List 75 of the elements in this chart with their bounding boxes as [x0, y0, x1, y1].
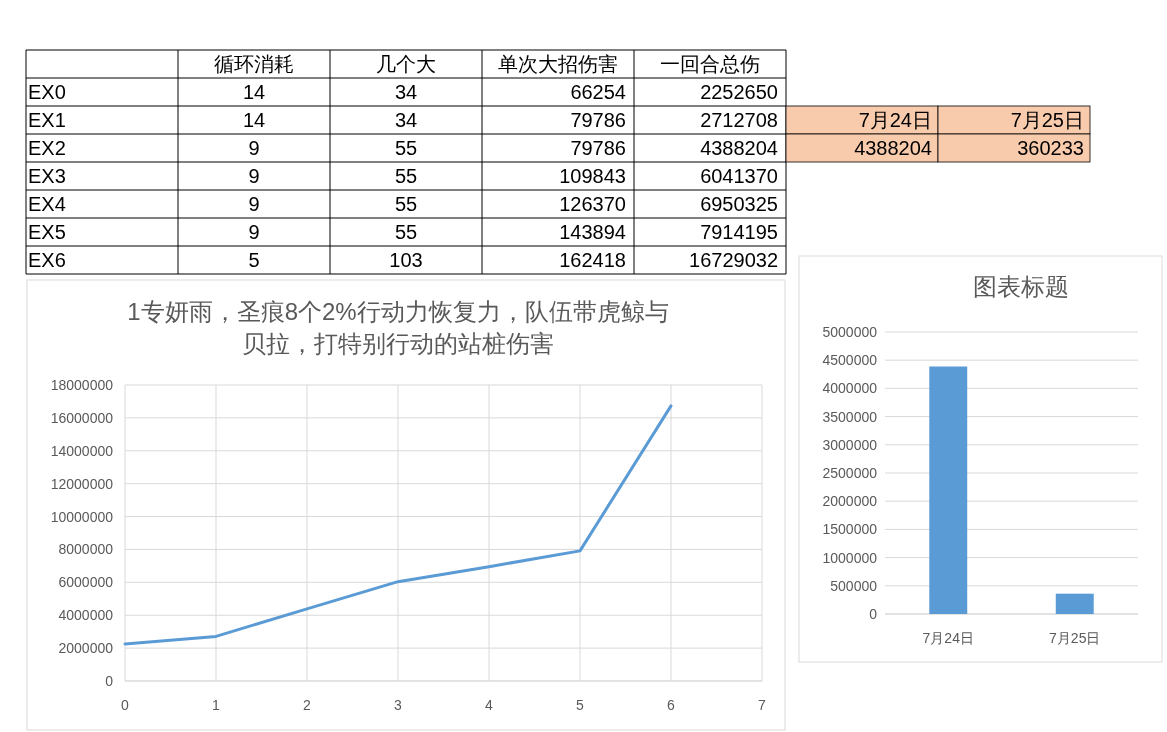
x-tick-label: 5 — [576, 697, 585, 713]
data-label: 109843 — [559, 165, 626, 187]
data-label: 14 — [242, 109, 266, 131]
y-tick-label: 18000000 — [50, 377, 114, 393]
y-tick-label: 6000000 — [58, 574, 114, 591]
y-tick-label: 10000000 — [50, 508, 114, 525]
y-tick-label: 2000000 — [822, 493, 878, 510]
data-label: 9 — [248, 165, 260, 187]
data-label: 55 — [394, 193, 418, 215]
data-label: 143894 — [559, 221, 626, 243]
y-tick-label: 2500000 — [822, 465, 878, 481]
chart-title: 图表标题 — [973, 273, 1069, 300]
data-label: 6950325 — [700, 193, 778, 215]
x-tick-label: 7 — [758, 697, 767, 713]
x-tick-label: 循环消耗 — [214, 53, 294, 75]
data-label: 103 — [389, 249, 423, 271]
text: 4388204 — [854, 137, 932, 159]
y-tick-label: EX2 — [28, 137, 66, 159]
y-tick-label: 14000000 — [50, 442, 114, 459]
y-tick-label: 12000000 — [50, 475, 114, 492]
data-label: 9 — [248, 137, 260, 159]
y-tick-label: EX4 — [28, 193, 66, 215]
data-label: 34 — [394, 109, 418, 131]
data-label: 9 — [248, 193, 260, 215]
data-label: 2712708 — [700, 109, 778, 131]
data-label: 16729032 — [689, 249, 778, 271]
y-tick-label: 4000000 — [822, 380, 878, 397]
x-tick-label: 一回合总伤 — [660, 53, 760, 75]
data-label: 55 — [394, 165, 418, 187]
x-tick-label: 3 — [394, 697, 403, 713]
data-label: 55 — [394, 221, 418, 243]
data-label: 79786 — [570, 137, 626, 159]
y-tick-label: EX6 — [28, 249, 66, 271]
data-label: 66254 — [570, 81, 626, 103]
y-tick-label: EX5 — [28, 221, 66, 243]
x-tick-label: 6 — [667, 697, 676, 713]
y-tick-label: 3500000 — [822, 408, 878, 425]
y-tick-label: 500000 — [830, 577, 878, 594]
text: 360233 — [1017, 137, 1084, 159]
y-tick-label: 1000000 — [822, 549, 878, 566]
line-series — [123, 404, 673, 646]
chart-title: 1专妍雨，圣痕8个2%行动力恢复力，队伍带虎鲸与贝拉，打特别行动的站桩伤害 — [127, 298, 669, 357]
text: 7月24日 — [858, 109, 932, 131]
data-label: 5 — [248, 249, 260, 271]
y-tick-label: 5000000 — [822, 324, 878, 340]
data-label: 34 — [394, 81, 418, 103]
y-tick-label: 16000000 — [50, 409, 114, 426]
y-tick-label: 8000000 — [58, 541, 114, 558]
y-tick-label: EX1 — [28, 109, 66, 131]
data-label: 6041370 — [700, 165, 778, 187]
y-tick-label: 0 — [105, 673, 114, 689]
data-label: 126370 — [559, 193, 626, 215]
y-tick-label: EX0 — [28, 81, 66, 103]
y-tick-label: 4000000 — [58, 607, 114, 624]
x-tick-label: 单次大招伤害 — [498, 53, 618, 75]
data-label: 2252650 — [700, 81, 778, 103]
data-label: 55 — [394, 137, 418, 159]
data-label: 79786 — [570, 109, 626, 131]
y-tick-label: 1500000 — [822, 521, 878, 538]
x-tick-label: 几个大 — [376, 53, 436, 75]
data-label: 9 — [248, 221, 260, 243]
x-tick-label: 2 — [303, 697, 312, 713]
data-label: 4388204 — [700, 137, 778, 159]
data-label: 7914195 — [700, 221, 778, 243]
y-tick-label: 4500000 — [822, 352, 878, 369]
y-tick-label: 0 — [869, 606, 878, 622]
y-tick-label: EX3 — [28, 165, 66, 187]
data-label: 14 — [242, 81, 266, 103]
text: 7月25日 — [1010, 109, 1084, 131]
x-tick-label: 4 — [485, 697, 494, 713]
x-tick-label: 1 — [212, 697, 221, 713]
data-label: 162418 — [559, 249, 626, 271]
x-tick-label: 0 — [121, 697, 130, 713]
y-tick-label: 2000000 — [58, 640, 114, 657]
y-tick-label: 3000000 — [822, 436, 878, 453]
